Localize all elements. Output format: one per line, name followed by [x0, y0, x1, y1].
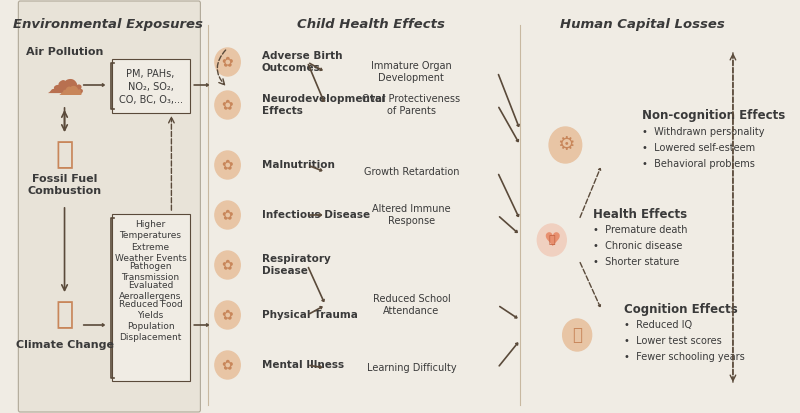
Text: Population
Displacement: Population Displacement [119, 322, 182, 342]
Text: Respiratory
Disease: Respiratory Disease [262, 254, 330, 276]
Text: •  Reduced IQ: • Reduced IQ [624, 320, 692, 330]
FancyBboxPatch shape [112, 59, 190, 113]
Circle shape [215, 351, 240, 379]
Text: Climate Change: Climate Change [15, 340, 114, 350]
Text: •  Behavioral problems: • Behavioral problems [642, 159, 755, 169]
Text: Higher
Temperatures: Higher Temperatures [119, 220, 182, 240]
Text: Fossil Fuel
Combustion: Fossil Fuel Combustion [27, 174, 102, 196]
Circle shape [215, 48, 240, 76]
Text: ✿: ✿ [222, 308, 234, 322]
Text: Learning Difficulty: Learning Difficulty [366, 363, 456, 373]
Text: 〜: 〜 [549, 235, 555, 245]
Text: Malnutrition: Malnutrition [262, 160, 335, 170]
Text: Evaluated
Aeroallergens: Evaluated Aeroallergens [119, 281, 182, 301]
Text: Reduced Food
Yields: Reduced Food Yields [118, 300, 182, 320]
Text: Immature Organ
Development: Immature Organ Development [371, 61, 452, 83]
Text: Air Pollution: Air Pollution [26, 47, 103, 57]
Text: 🏭: 🏭 [55, 140, 74, 169]
Text: •  Lowered self-esteem: • Lowered self-esteem [642, 143, 755, 153]
Text: Mental Illness: Mental Illness [262, 360, 344, 370]
Text: •  Lower test scores: • Lower test scores [624, 336, 722, 346]
Text: Neurodevelopmental
Effects: Neurodevelopmental Effects [262, 94, 386, 116]
Text: ✿: ✿ [222, 158, 234, 172]
Circle shape [215, 91, 240, 119]
Text: •  Shorter stature: • Shorter stature [593, 257, 679, 267]
Circle shape [215, 201, 240, 229]
Text: 🧠: 🧠 [572, 326, 582, 344]
Circle shape [549, 127, 582, 163]
Text: •  Withdrawn personality: • Withdrawn personality [642, 127, 765, 137]
Text: Environmental Exposures: Environmental Exposures [13, 18, 203, 31]
Circle shape [562, 319, 592, 351]
Circle shape [215, 251, 240, 279]
Text: ✿: ✿ [222, 55, 234, 69]
Text: ☁: ☁ [58, 76, 82, 100]
Circle shape [538, 224, 566, 256]
Text: Non-cognition Effects: Non-cognition Effects [642, 109, 786, 121]
Text: ✿: ✿ [222, 258, 234, 272]
Text: Cognition Effects: Cognition Effects [624, 304, 738, 316]
Text: ⚙: ⚙ [557, 135, 574, 154]
Text: ✿: ✿ [222, 358, 234, 372]
Text: Reduced School
Attendance: Reduced School Attendance [373, 294, 450, 316]
FancyBboxPatch shape [112, 214, 190, 381]
Text: •  Premature death: • Premature death [593, 225, 687, 235]
Text: PM, PAHs,
NO₂, SO₂,
CO, BC, O₃,...: PM, PAHs, NO₂, SO₂, CO, BC, O₃,... [118, 69, 182, 105]
Text: Pathogen
Transmission: Pathogen Transmission [122, 262, 180, 282]
Text: Altered Immune
Response: Altered Immune Response [372, 204, 450, 226]
Text: Human Capital Losses: Human Capital Losses [560, 18, 725, 31]
Text: •  Chronic disease: • Chronic disease [593, 241, 682, 251]
Text: Infectious Disease: Infectious Disease [262, 210, 370, 220]
Text: Extreme
Weather Events: Extreme Weather Events [114, 243, 186, 263]
Text: Adverse Birth
Outcomes: Adverse Birth Outcomes [262, 51, 342, 73]
Text: ✿: ✿ [222, 98, 234, 112]
Text: •  Fewer schooling years: • Fewer schooling years [624, 352, 745, 362]
Text: Physical Trauma: Physical Trauma [262, 310, 358, 320]
Circle shape [215, 301, 240, 329]
Text: ☁: ☁ [45, 63, 84, 101]
Text: ♥: ♥ [543, 230, 561, 249]
Circle shape [215, 151, 240, 179]
Text: Over Protectiveness
of Parents: Over Protectiveness of Parents [362, 94, 461, 116]
Text: Growth Retardation: Growth Retardation [364, 167, 459, 177]
Text: 🌍: 🌍 [55, 301, 74, 330]
FancyBboxPatch shape [18, 1, 200, 412]
Text: ✿: ✿ [222, 208, 234, 222]
Text: Child Health Effects: Child Health Effects [297, 18, 445, 31]
Text: Health Effects: Health Effects [593, 209, 686, 221]
